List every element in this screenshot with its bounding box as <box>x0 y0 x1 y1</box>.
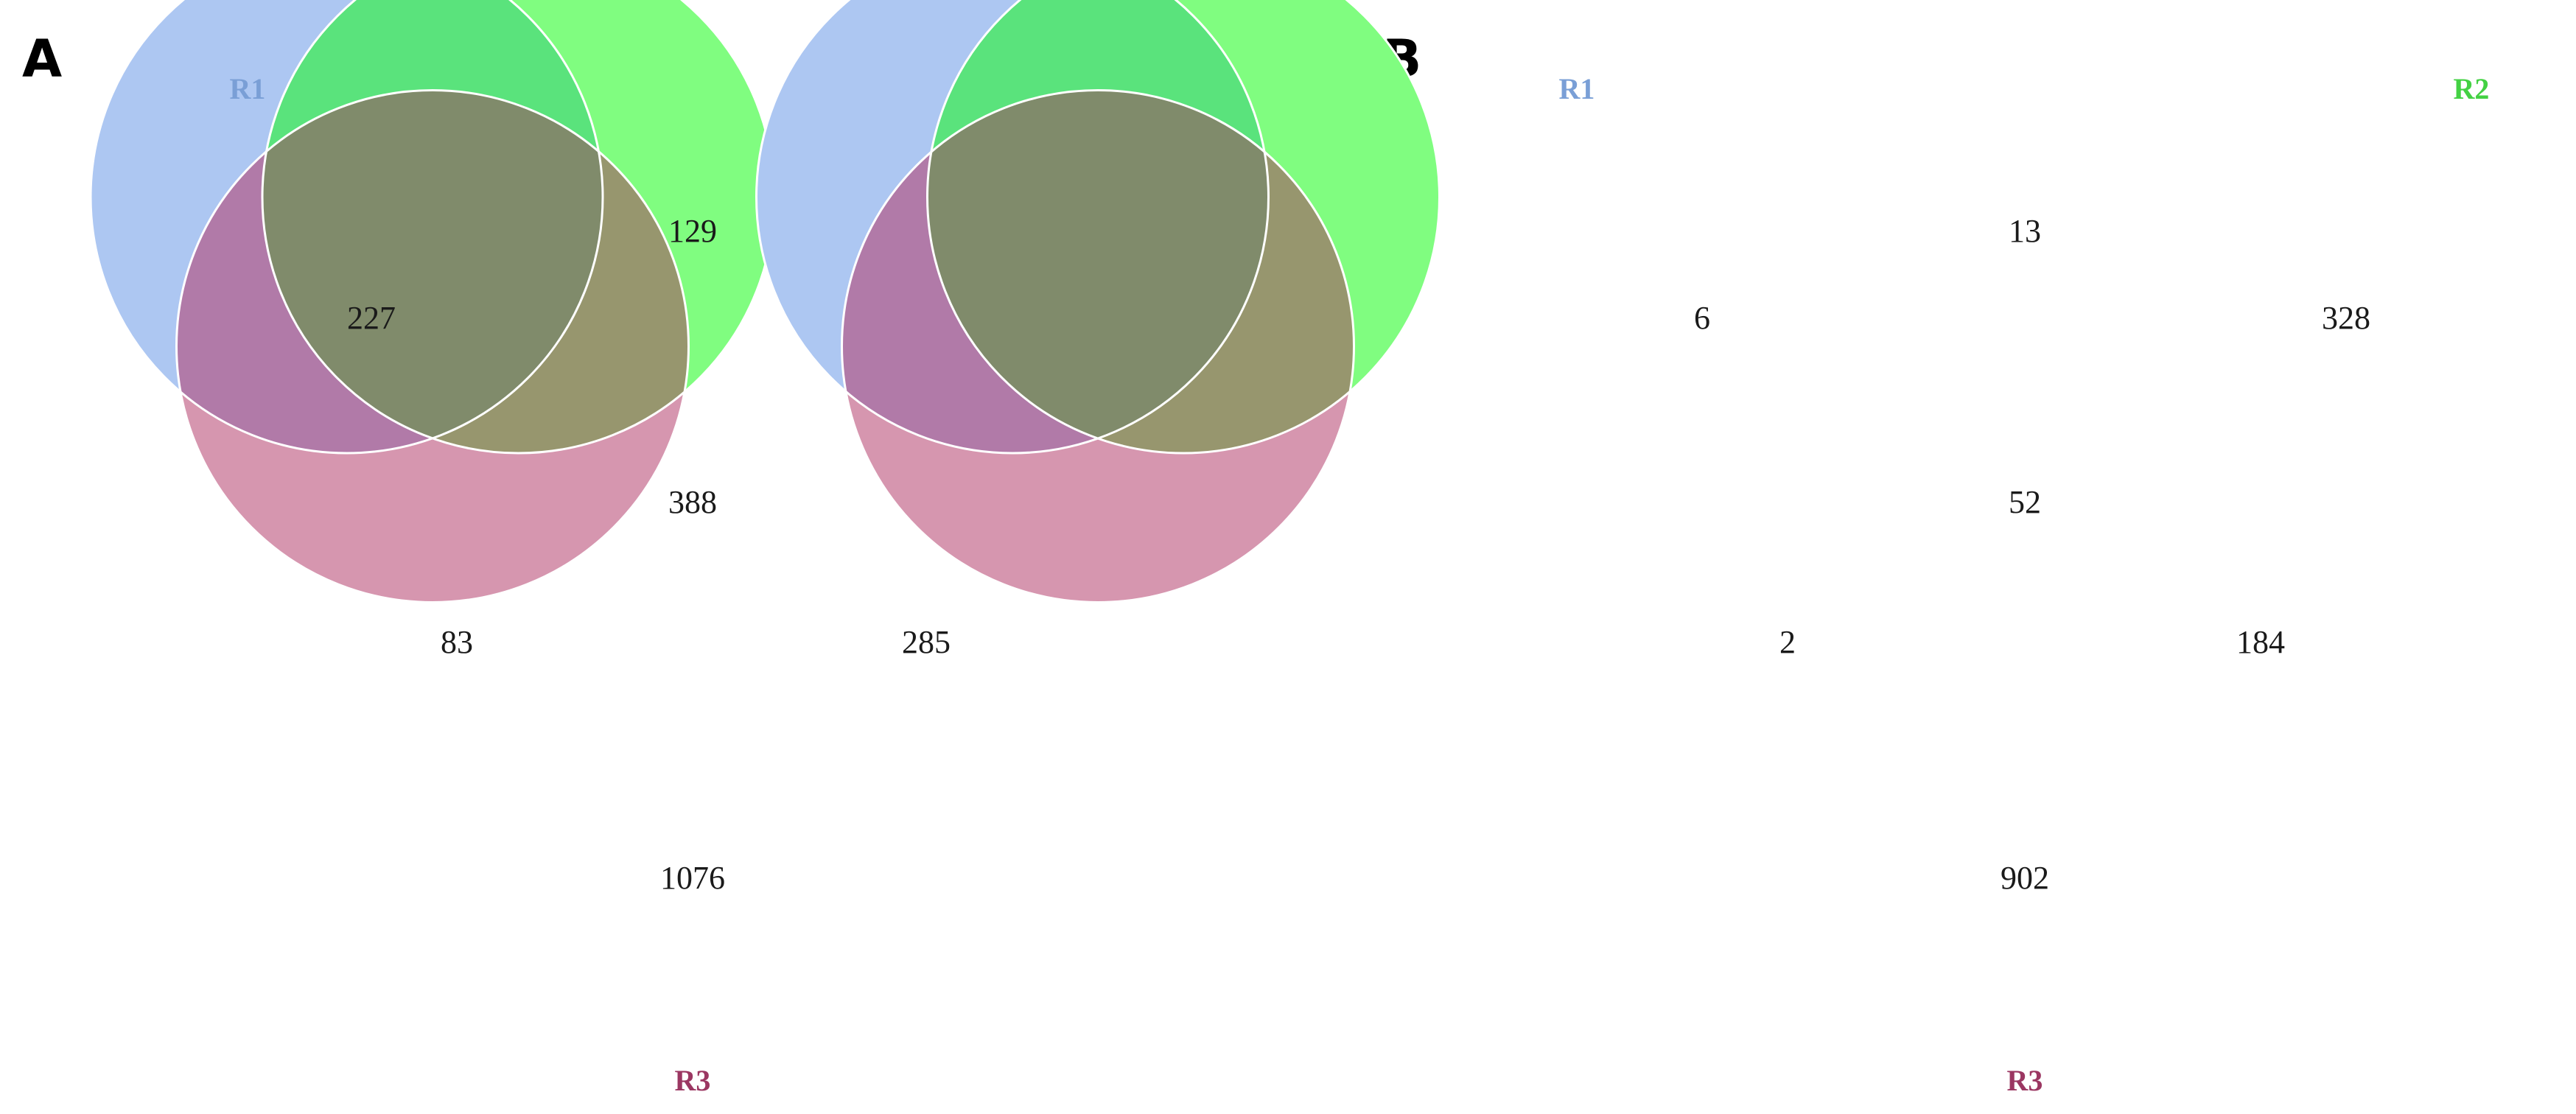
count-r1-r2-r3: 388 <box>668 484 717 520</box>
set-label-r3: R3 <box>2007 1064 2043 1097</box>
count-r1-r2: 13 <box>2009 213 2041 249</box>
outline-r3 <box>175 89 690 603</box>
region-r1-r2-r3 <box>262 90 603 453</box>
count-r1-r2: 129 <box>668 213 717 249</box>
set-label-r1: R1 <box>1559 72 1595 105</box>
venn-circles-b <box>755 0 1441 603</box>
region-r1-r2-r3 <box>927 90 1269 453</box>
venn-panel-b: B R1 R2 R3 6 328 902 13 2 <box>755 0 2490 1097</box>
count-r3-only: 902 <box>2001 860 2049 896</box>
count-r1-only: 227 <box>347 300 396 336</box>
outline-r2 <box>926 0 1441 455</box>
count-r1-r3: 2 <box>1779 624 1796 660</box>
count-r2-only: 328 <box>2322 300 2370 336</box>
count-r3-only: 1076 <box>660 860 725 896</box>
venn-panel-a: A R1 R2 R3 227 1341 1076 <box>22 0 1156 1097</box>
set-label-r1: R1 <box>230 72 266 105</box>
set-label-r2: R2 <box>2454 72 2490 105</box>
count-r1-r2-r3: 52 <box>2009 484 2041 520</box>
count-r1-only: 6 <box>1694 300 1710 336</box>
panel-letter-a: A <box>22 29 62 89</box>
count-r2-r3: 285 <box>902 624 951 660</box>
set-label-r3: R3 <box>675 1064 711 1097</box>
venn-circles-a <box>89 0 776 603</box>
count-r2-r3: 184 <box>2236 624 2285 660</box>
outline-r3 <box>841 89 1355 603</box>
count-r1-r3: 83 <box>441 624 473 660</box>
outline-r1 <box>755 0 1270 455</box>
outline-r1 <box>89 0 604 455</box>
